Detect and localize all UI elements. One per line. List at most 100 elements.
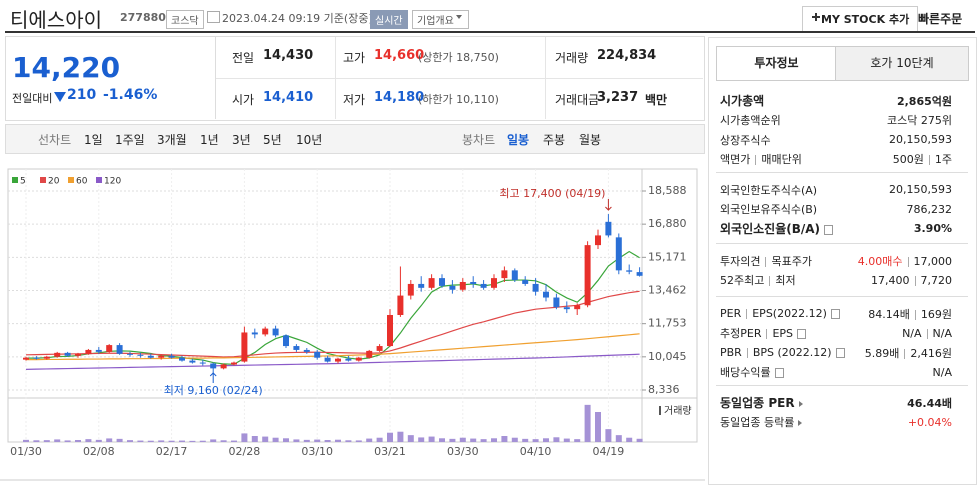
x-tick-label: 02/28 bbox=[229, 445, 261, 458]
high-arrow bbox=[605, 199, 612, 211]
value-part: N/A bbox=[902, 326, 922, 340]
candle-body bbox=[605, 221, 612, 236]
help-icon[interactable] bbox=[830, 309, 840, 319]
volume-bar bbox=[511, 437, 518, 442]
stat-divider bbox=[335, 37, 336, 119]
info-row: 액면가 매매단위 500원 1주 bbox=[720, 150, 952, 169]
candle-body bbox=[168, 355, 175, 358]
volume-bar bbox=[532, 439, 539, 442]
candle-body bbox=[397, 295, 404, 315]
volume-bar bbox=[626, 437, 633, 442]
row-value: 4.00매수 17,000 bbox=[858, 253, 952, 269]
candle-body bbox=[615, 237, 622, 271]
volume-bar bbox=[251, 436, 258, 442]
candle-body bbox=[459, 281, 466, 290]
section-rule bbox=[716, 296, 968, 297]
stat-sub: 백만 bbox=[645, 93, 668, 107]
mystock-button[interactable]: MY STOCK 추가 bbox=[802, 6, 919, 32]
label-part: 상장주식수 bbox=[720, 133, 771, 147]
x-tick-label: 03/10 bbox=[301, 445, 333, 458]
info-tab[interactable]: 투자정보 bbox=[716, 46, 837, 81]
x-tick-label: 01/30 bbox=[10, 445, 42, 458]
info-row: PER EPS(2022.12) 84.14배 169원 bbox=[720, 304, 952, 323]
value-part: 코스닥 275위 bbox=[887, 114, 952, 127]
help-icon[interactable] bbox=[824, 224, 834, 235]
stat-value: 3,237 bbox=[597, 90, 639, 105]
separator bbox=[746, 309, 748, 319]
quick-order[interactable]: 빠른주문 bbox=[918, 12, 963, 26]
candle-body bbox=[33, 357, 40, 359]
candle-tab[interactable]: 주봉 bbox=[543, 133, 566, 147]
row-value: 코스닥 275위 bbox=[887, 112, 952, 128]
volume-bar bbox=[147, 440, 154, 442]
help-icon[interactable] bbox=[797, 329, 807, 339]
period-tab[interactable]: 5년 bbox=[263, 133, 282, 147]
candle-body bbox=[75, 353, 81, 356]
candle-body bbox=[449, 285, 456, 290]
stat-value: 14,410 bbox=[263, 90, 314, 105]
help-icon[interactable] bbox=[774, 368, 784, 378]
stat-label: 저가 bbox=[343, 93, 366, 107]
period-tab[interactable]: 1일 bbox=[84, 133, 103, 147]
candle-body bbox=[428, 278, 435, 288]
candle-tab[interactable]: 일봉 bbox=[507, 133, 530, 147]
quote-box bbox=[5, 36, 705, 121]
period-tab[interactable]: 3개월 bbox=[157, 133, 187, 147]
overview-button[interactable]: 기업개요 bbox=[412, 10, 469, 29]
realtime-badge[interactable]: 실시간 bbox=[370, 10, 408, 29]
value-part: 46.44배 bbox=[907, 396, 952, 410]
value-part: N/A bbox=[932, 365, 952, 379]
candle-body bbox=[43, 356, 50, 359]
candle-body bbox=[127, 353, 133, 355]
candle-body bbox=[262, 328, 269, 335]
stat-label: 거래량 bbox=[555, 51, 589, 65]
volume-bar bbox=[231, 440, 237, 442]
row-value: N/A N/A bbox=[902, 327, 952, 340]
row-label: 외국인한도주식수(A) bbox=[720, 182, 817, 198]
value-part: 3.90% bbox=[913, 222, 952, 235]
row-value: 20,150,593 bbox=[889, 133, 952, 146]
volume-bar bbox=[345, 440, 352, 442]
help-icon[interactable] bbox=[835, 348, 845, 358]
arrow-icon bbox=[798, 400, 803, 407]
row-label: 상장주식수 bbox=[720, 132, 771, 148]
value-part: 20,150,593 bbox=[889, 183, 952, 196]
period-tab[interactable]: 1년 bbox=[200, 133, 219, 147]
high-annotation: 최고 17,400 (04/19) bbox=[499, 187, 605, 200]
value-part: +0.04% bbox=[907, 415, 952, 429]
row-value: 46.44배 bbox=[907, 395, 952, 411]
candle-body bbox=[595, 235, 601, 246]
x-tick-label: 03/21 bbox=[374, 445, 406, 458]
volume-bar bbox=[241, 433, 248, 442]
period-tab[interactable]: 1주일 bbox=[115, 133, 145, 147]
volume-bar bbox=[428, 436, 435, 442]
volume-bar bbox=[584, 404, 591, 442]
info-tab[interactable]: 호가 10단계 bbox=[835, 46, 969, 81]
candle-body bbox=[147, 355, 154, 358]
candle-body bbox=[532, 283, 539, 292]
legend-swatch bbox=[68, 177, 74, 183]
volume-bar bbox=[387, 432, 393, 442]
period-tab[interactable]: 3년 bbox=[232, 133, 251, 147]
stat-value: 14,180 bbox=[374, 90, 425, 105]
candle-body bbox=[543, 291, 549, 298]
volume-bar bbox=[605, 429, 612, 442]
candle-body bbox=[636, 272, 643, 276]
volume-bar bbox=[543, 438, 549, 442]
row-value: 500원 1주 bbox=[893, 151, 952, 167]
volume-bar bbox=[85, 439, 92, 442]
stat-divider bbox=[216, 78, 703, 79]
volume-bar bbox=[210, 439, 217, 442]
volume-bar bbox=[127, 440, 133, 442]
row-label: 배당수익률 bbox=[720, 364, 784, 380]
row-value: 84.14배 169원 bbox=[868, 306, 952, 322]
candle-body bbox=[179, 357, 185, 361]
label-part: 52주최고 bbox=[720, 274, 765, 287]
tab-label: 봉차트 bbox=[462, 133, 496, 147]
period-tab[interactable]: 10년 bbox=[296, 133, 323, 147]
row-label: 동일업종 등락률 bbox=[720, 414, 803, 430]
volume-bar bbox=[54, 439, 61, 442]
volume-bar bbox=[293, 439, 300, 442]
candle-tab[interactable]: 월봉 bbox=[579, 133, 602, 147]
volume-bar bbox=[262, 436, 269, 442]
